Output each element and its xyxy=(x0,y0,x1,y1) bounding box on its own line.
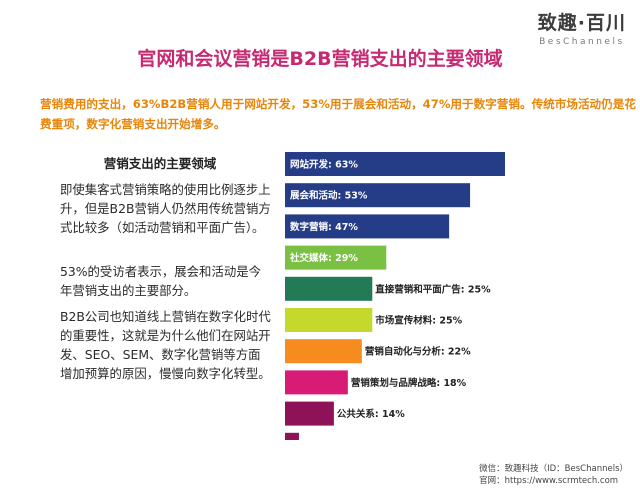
side-paragraph-3: B2B公司也知道线上营销在数字化时代的重要性，这就是为什么他们在网站开发、SEO… xyxy=(60,309,271,381)
bar-7 xyxy=(285,339,362,364)
bar-label-2: 展会和活动: 53% xyxy=(290,190,368,202)
bar-label-4: 社交媒体: 29% xyxy=(289,252,358,264)
side-paragraph-2: 53%的受访者表示，展会和活动是今年营销支出的主要部分。 xyxy=(60,264,262,298)
bar-2 xyxy=(285,183,471,208)
brand-logo: 致趣·百川 BesChannels xyxy=(538,8,626,47)
bar-4 xyxy=(285,245,387,270)
side-heading: 营销支出的主要领域 xyxy=(103,156,217,171)
bar-label-1: 网站开发: 63% xyxy=(290,159,358,171)
logo-name: 致趣·百川 xyxy=(537,12,626,34)
bar-label-8: 营销策划与品牌战略: 18% xyxy=(351,377,467,389)
bar-label-7: 营销自动化与分析: 22% xyxy=(365,346,471,358)
bar-label-5: 直接营销和平面广告: 25% xyxy=(375,283,491,295)
bar-label-10: 其他: 4% xyxy=(302,439,345,440)
logo-subtitle: BesChannels xyxy=(539,37,625,47)
bar-10 xyxy=(285,432,299,440)
bar-label-6: 市场宣传材料: 25% xyxy=(375,315,462,327)
bar-5 xyxy=(285,276,373,301)
footer-wechat: 微信：致趣科技（ID：BesChannels） xyxy=(479,464,628,474)
summary-text: 营销费用的支出，63%B2B营销人用于网站开发，53%用于展会和活动，47%用于… xyxy=(40,97,636,131)
footer-website: 官网：https://www.scrmtech.com xyxy=(479,476,619,486)
bar-3 xyxy=(285,214,450,239)
spending-bar-chart: 网站开发: 63% 展会和活动: 53% 数字营销: 47% 社交媒体: 29% 直接营… xyxy=(285,152,505,440)
bar-1 xyxy=(285,152,505,176)
bar-6 xyxy=(285,308,373,332)
bar-8 xyxy=(285,370,348,395)
bar-label-3: 数字营销: 47% xyxy=(289,221,358,233)
bar-label-9: 公共关系: 14% xyxy=(337,408,405,420)
bar-9 xyxy=(285,401,334,426)
footer: 微信：致趣科技（ID：BesChannels） 官网：https://www.s… xyxy=(479,463,628,487)
slide-title: 官网和会议营销是B2B营销支出的主要领域 xyxy=(137,48,503,70)
side-paragraph-1: 即使集客式营销策略的使用比例逐步上升，但是B2B营销人仍然用传统营销方式比较多（… xyxy=(60,182,271,235)
